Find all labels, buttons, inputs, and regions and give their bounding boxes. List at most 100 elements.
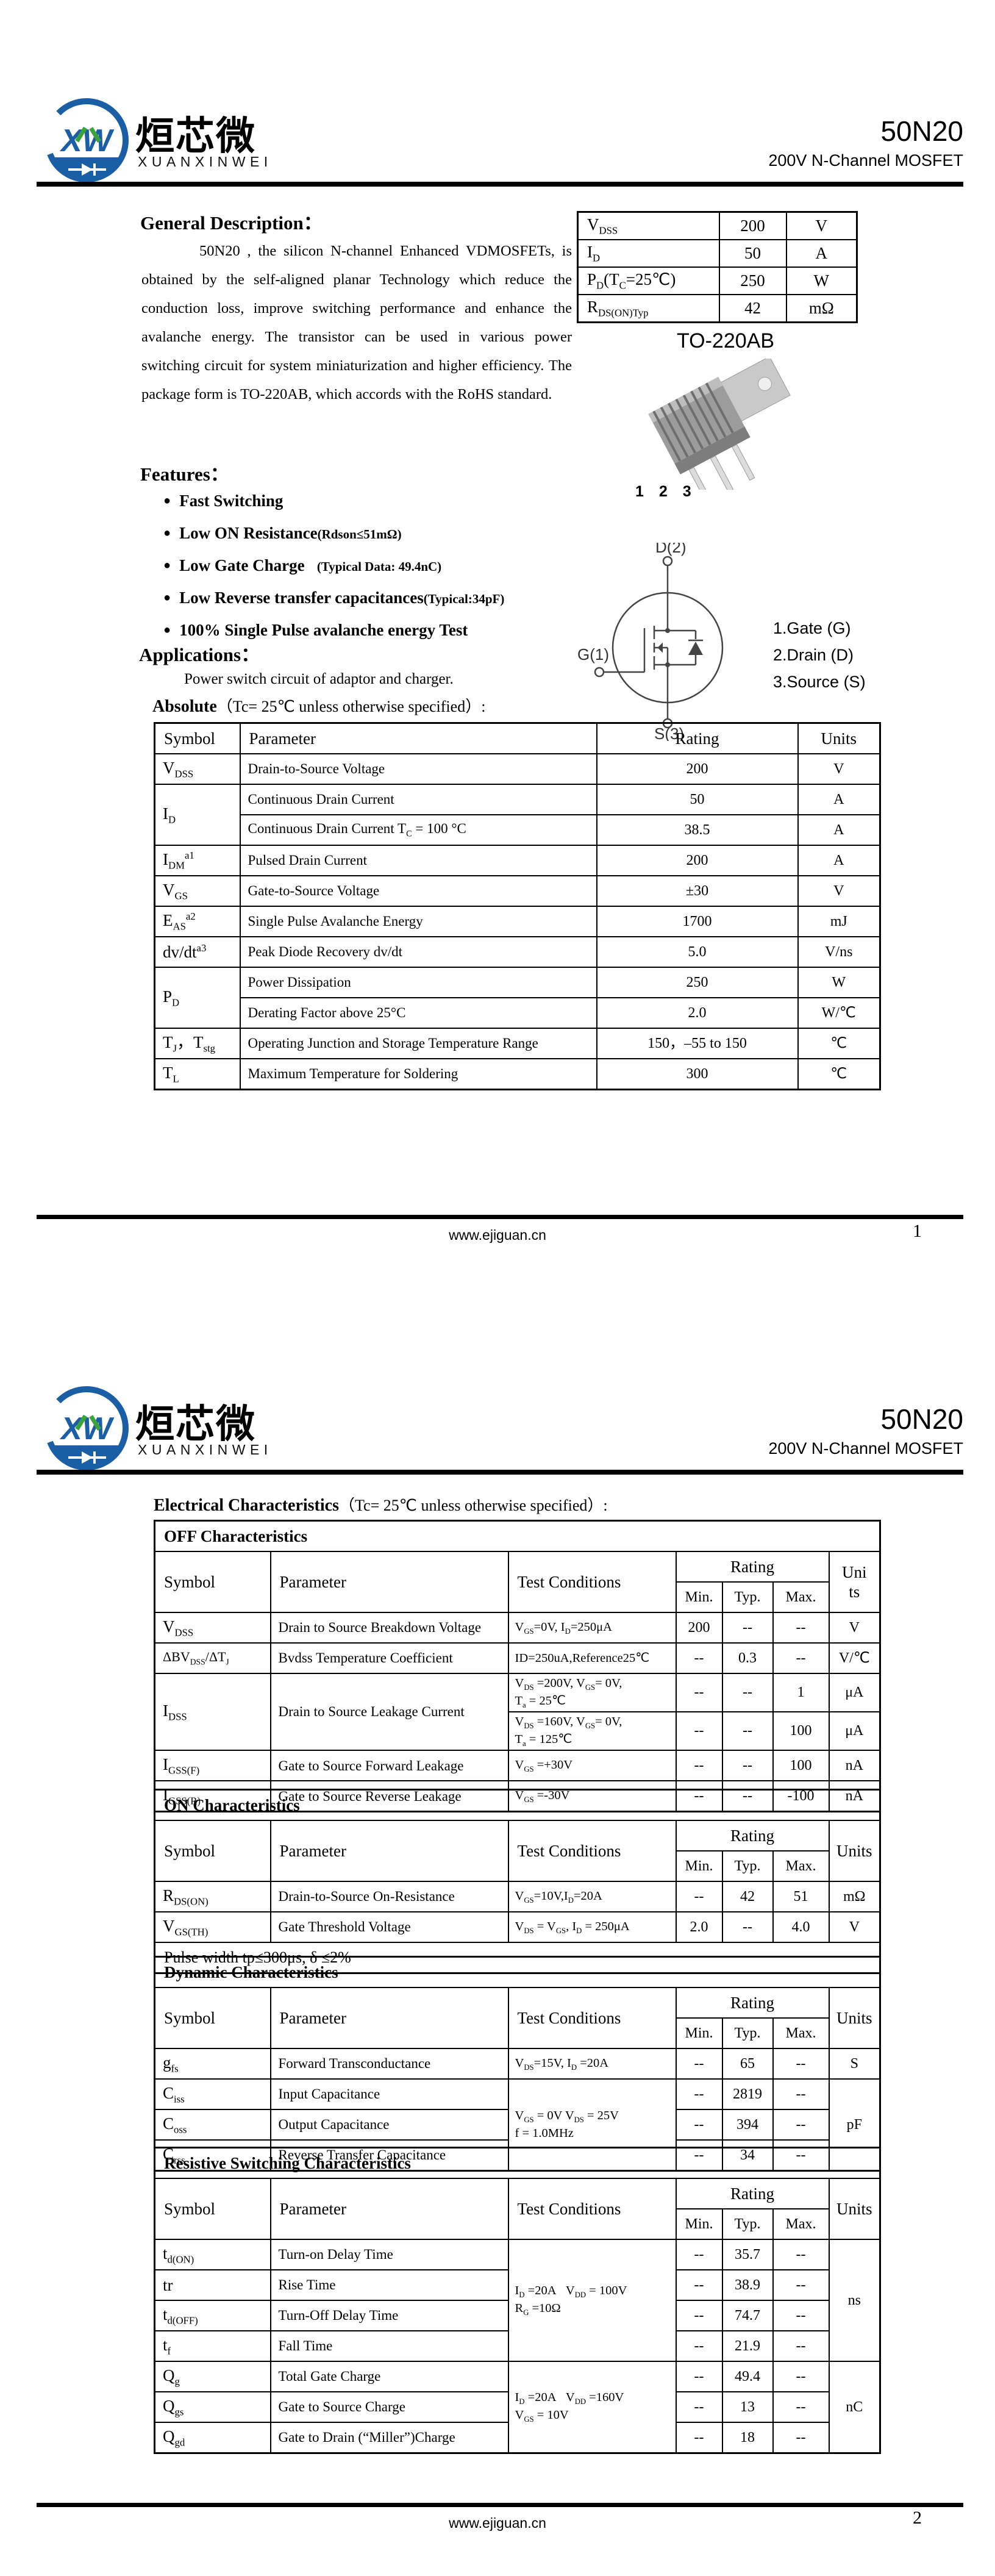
- table-cell: nC: [828, 2361, 881, 2454]
- table-cell: --: [675, 1750, 723, 1782]
- table-cell: V: [828, 1911, 881, 1943]
- company-logo-icon: XW: [45, 1386, 129, 1470]
- table-cell: A: [797, 814, 881, 846]
- table-cell: Rating: [596, 722, 799, 754]
- table-cell: Test Conditions: [507, 1551, 677, 1613]
- table-row: ΔBVDSS/ΔTJ Bvdss Temperature Coefficient I…: [154, 1642, 881, 1674]
- table-cell: VGS =+30V: [507, 1750, 677, 1782]
- table-cell: Pulsed Drain Current: [239, 845, 597, 876]
- table-cell: --: [675, 2300, 723, 2331]
- table-cell: Turn-on Delay Time: [269, 2239, 509, 2270]
- table-cell: 42: [718, 294, 787, 323]
- table-cell: 200: [596, 845, 799, 876]
- table-row: Derating Factor above 25°C 2.0 W/℃: [155, 997, 881, 1029]
- table-cell: Drain to Source Leakage Current: [269, 1672, 509, 1751]
- bullet-icon: ●: [163, 591, 171, 604]
- table-row: ON Characteristics: [154, 1789, 881, 1821]
- table-row: VDSS Drain to Source Breakdown Voltage VGS…: [154, 1612, 881, 1644]
- table-cell: ±30: [596, 875, 799, 907]
- table-cell: VDS =160V, VGS= 0V, Ta = 125℃: [507, 1711, 677, 1751]
- table-cell: Rating: [675, 1987, 830, 2019]
- table-cell: Symbol: [154, 1551, 271, 1613]
- table-cell: Test Conditions: [507, 1820, 677, 1882]
- table-row: PD(TC=25℃) 250 W: [577, 267, 858, 295]
- table-cell: Parameter: [269, 1551, 509, 1613]
- table-cell: Symbol: [154, 722, 241, 754]
- table-cell: Fall Time: [269, 2330, 509, 2362]
- pin-legend-item: 2.Drain (D): [773, 646, 854, 664]
- table-cell: Parameter: [269, 2178, 509, 2240]
- feature-item: ● Low Reverse transfer capacitances(Typic…: [163, 589, 505, 607]
- table-cell: V: [797, 753, 881, 785]
- table-cell: Forward Transconductance: [269, 2048, 509, 2080]
- table-cell: ℃: [797, 1058, 881, 1090]
- header-rule: [37, 182, 963, 187]
- table-cell: VGS=0V, ID=250μA: [507, 1612, 677, 1644]
- brand-name-en: XUANXINWEI: [138, 154, 273, 170]
- table-cell: VGS: [154, 875, 241, 907]
- table-cell: --: [721, 1911, 774, 1943]
- table-cell: Symbol: [154, 1987, 271, 2049]
- table-cell: μA: [828, 1711, 881, 1751]
- table-cell: --: [675, 2422, 723, 2454]
- table-cell: --: [675, 1881, 723, 1912]
- table-cell: V: [828, 1612, 881, 1644]
- table-cell: Total Gate Charge: [269, 2361, 509, 2392]
- table-cell: mΩ: [828, 1881, 881, 1912]
- table-cell: VDSS: [154, 1612, 271, 1644]
- table-cell: IGSS(F): [154, 1750, 271, 1782]
- table-cell: 250: [596, 967, 799, 998]
- footer-url: www.ejiguan.cn: [449, 1227, 546, 1243]
- table-cell: VDS =200V, VGS= 0V, Ta = 25℃: [507, 1672, 677, 1713]
- bullet-icon: ●: [163, 623, 171, 637]
- table-cell: --: [675, 1672, 723, 1713]
- table-row: ID 50 A: [577, 239, 858, 268]
- table-row: VDS =160V, VGS= 0V, Ta = 125℃ -- -- 100 μA: [155, 1711, 881, 1751]
- table-cell: Gate to Drain (“Miller”)Charge: [269, 2422, 509, 2454]
- table-cell: RDS(ON): [154, 1881, 271, 1912]
- table-cell: ID: [577, 239, 720, 268]
- table-row: td(ON) Turn-on Delay Time ID =20A VDD = 10…: [154, 2239, 881, 2362]
- table-cell: 200: [718, 211, 787, 240]
- table-cell: gfs: [154, 2048, 271, 2080]
- table-cell: Parameter: [269, 1820, 509, 1882]
- table-cell: 100: [772, 1750, 830, 1782]
- table-cell: μA: [828, 1672, 881, 1713]
- table-cell: tf: [154, 2330, 271, 2362]
- table-cell: ID=250uA,Reference25℃: [507, 1642, 677, 1674]
- table-row: Resistive Switching Characteristics: [154, 2147, 881, 2179]
- table-cell: ΔBVDSS/ΔTJ: [154, 1642, 271, 1674]
- table-row: Symbol Parameter Test Conditions Rating Unit…: [154, 1820, 881, 1882]
- table-cell: tr: [154, 2269, 271, 2301]
- resistive-switching-table: Resistive Switching Characteristics Symbo…: [154, 2147, 882, 2454]
- table-cell: --: [675, 2239, 723, 2270]
- table-cell: 13: [721, 2391, 774, 2423]
- footer-url: www.ejiguan.cn: [449, 2515, 546, 2531]
- table-cell: Maximum Temperature for Soldering: [239, 1058, 597, 1090]
- table-cell: IDMa1: [154, 845, 241, 876]
- table-cell: S: [828, 2048, 881, 2080]
- table-cell: 200: [596, 753, 799, 785]
- table-cell: Rating: [675, 1820, 830, 1852]
- table-cell: dv/dta3: [154, 936, 241, 968]
- table-cell: Derating Factor above 25°C: [239, 997, 597, 1029]
- table-cell: RDS(ON)Typ: [577, 294, 720, 323]
- table-cell: Test Conditions: [507, 2178, 677, 2240]
- table-cell: 21.9: [721, 2330, 774, 2362]
- brand-name-zh: 烜芯微: [135, 1402, 256, 1446]
- table-row: Symbol Parameter Test Conditions Rating Unit…: [154, 2178, 881, 2240]
- feature-item: ● Low ON Resistance(Rdson≤51mΩ): [163, 524, 402, 542]
- table-row: RDS(ON) Drain-to-Source On-Resistance VGS=…: [154, 1881, 881, 1912]
- table-row: Ciss Input Capacitance VGS = 0V VDS = 25V f…: [154, 2078, 881, 2172]
- table-cell: --: [772, 2269, 830, 2301]
- table-cell: --: [772, 2239, 830, 2270]
- features-list: ● Fast Switching ● Low ON Resistance(Rdson≤…: [141, 492, 605, 653]
- part-subtitle: 200V N-Channel MOSFET: [768, 151, 963, 170]
- pin-legend: 1.Gate (G) 2.Drain (D) 3.Source (S): [773, 615, 866, 695]
- table-cell: Max.: [772, 2017, 830, 2049]
- table-cell: Dynamic Characteristics: [154, 1956, 881, 1988]
- table-cell: --: [675, 2078, 723, 2110]
- table-cell: --: [675, 2330, 723, 2362]
- table-cell: Operating Junction and Storage Temperatu…: [239, 1028, 597, 1059]
- absolute-ratings-table: Symbol Parameter Rating Units VDSS Drain-to-S…: [154, 722, 881, 1090]
